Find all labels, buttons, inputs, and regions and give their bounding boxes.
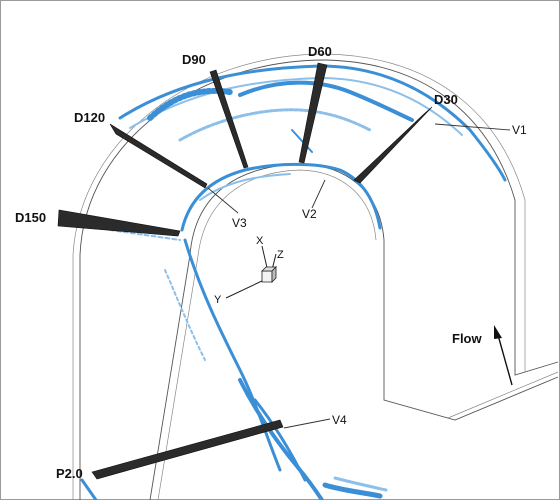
vortex-leg-2 [164,269,206,361]
label-p20: P2.0 [56,466,83,481]
label-d60: D60 [308,44,332,59]
vortex-bottom-left [80,478,98,500]
vortex-leg-1 [183,238,282,472]
vortex-labels: V1 V2 V3 V4 [232,123,527,427]
flow-indicator: Flow [452,325,513,386]
vortex-mid-band [178,108,372,142]
leader-v2 [311,179,326,209]
axis-cube-front [261,270,273,283]
label-d120: D120 [74,110,105,125]
outlet-edge [447,371,559,419]
vortex-bottom-right-2 [333,476,388,492]
label-v4: V4 [332,413,347,427]
vortex-d150-left [109,229,181,241]
label-v1: V1 [512,123,527,137]
coordinate-axes: X Z Y [214,235,284,306]
axis-cube-side [271,266,277,283]
plane-labels: D30 D60 D90 D120 D150 P2.0 [15,44,458,481]
leader-v3 [207,187,239,214]
axis-x-label: X [256,235,264,247]
plane-d90 [209,69,249,169]
cross-section-planes [57,62,433,480]
plane-p20 [91,419,284,480]
axis-z-label: Z [277,249,284,261]
label-d150: D150 [15,210,46,225]
vortex-bottom-right [322,482,383,499]
flow-label: Flow [452,331,482,346]
plane-d60 [298,62,328,164]
plane-d120 [109,123,208,189]
vortex-leg-4 [253,398,307,482]
vortex-cluster-mid [238,80,414,122]
outer-wall [79,59,559,500]
axis-y-label: Y [214,294,222,306]
plane-d150 [57,209,181,237]
axis-y-line [225,279,265,299]
leader-v4 [283,418,331,429]
label-v2: V2 [302,207,317,221]
vortex-structures [80,64,507,500]
vortex-inner-arc-2 [199,173,291,201]
leader-v1 [434,123,511,131]
vortex-inner-arc [180,162,382,232]
flow-arrow-head [494,325,502,339]
outer-wall-back [72,53,526,500]
inner-wall-back [157,169,377,500]
vortex-outer-arc [118,64,507,182]
label-d90: D90 [182,52,206,67]
label-d30: D30 [434,92,458,107]
plane-d30 [353,106,433,184]
flow-arrow-shaft [497,334,513,386]
leader-lines [207,123,511,429]
vortex-streak-v2 [291,129,313,153]
label-v3: V3 [232,216,247,230]
